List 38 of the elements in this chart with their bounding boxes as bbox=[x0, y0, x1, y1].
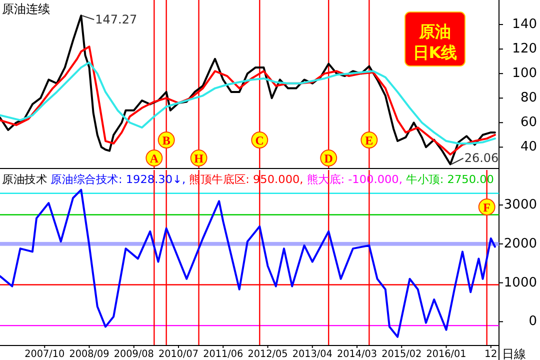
x-tick-label: 2013/04 bbox=[292, 349, 334, 360]
x-tick-label: 2010/07 bbox=[158, 349, 200, 360]
chart-title: 原油技术 bbox=[2, 173, 51, 186]
x-tick-label: 2007/10 bbox=[24, 349, 66, 360]
x-tick-label: 2015/02 bbox=[382, 349, 424, 360]
line-series bbox=[0, 62, 496, 144]
ref-line-label: D bbox=[324, 152, 334, 166]
annotation: 26.06 bbox=[464, 151, 499, 166]
y-tick-label: 120 bbox=[512, 42, 537, 57]
x-tick-label: 2016/01 bbox=[426, 349, 468, 360]
x-tick-label: 2014/03 bbox=[337, 349, 379, 360]
y-tick-label: 60 bbox=[520, 115, 537, 130]
x-tick-label: 2009/08 bbox=[114, 349, 156, 360]
ref-line-label: C bbox=[255, 134, 264, 148]
y-tick-label: 2000 bbox=[504, 236, 537, 252]
ref-line-label: H bbox=[194, 152, 204, 166]
x-axis-title: 日線 bbox=[502, 347, 526, 360]
x-tick-label: 2011/06 bbox=[203, 349, 245, 360]
y-tick-label: 140 bbox=[512, 17, 537, 32]
x-tick-label: 12 bbox=[484, 349, 498, 360]
y-tick-label: 40 bbox=[520, 140, 537, 155]
ref-line-label: F bbox=[483, 200, 490, 214]
x-tick-label: 2012/05 bbox=[248, 349, 290, 360]
chart-title: 原油连续 bbox=[2, 2, 50, 16]
line-series bbox=[0, 14, 496, 166]
annotation: 日K线 bbox=[412, 43, 458, 62]
ref-line-label: B bbox=[162, 134, 170, 148]
y-tick-label: 1000 bbox=[504, 275, 537, 290]
y-tick-label: 3000 bbox=[504, 198, 537, 212]
x-tick-label: 2008/09 bbox=[69, 349, 111, 360]
y-tick-label: 100 bbox=[512, 66, 537, 82]
ref-line-label: A bbox=[150, 152, 159, 166]
ref-line-label: E bbox=[365, 134, 374, 148]
y-tick-label: 0 bbox=[528, 314, 537, 330]
y-tick-label: 80 bbox=[520, 90, 537, 106]
annotation: 原油 bbox=[418, 22, 451, 41]
line-series bbox=[0, 188, 496, 338]
annotation: 147.27 bbox=[95, 12, 138, 27]
